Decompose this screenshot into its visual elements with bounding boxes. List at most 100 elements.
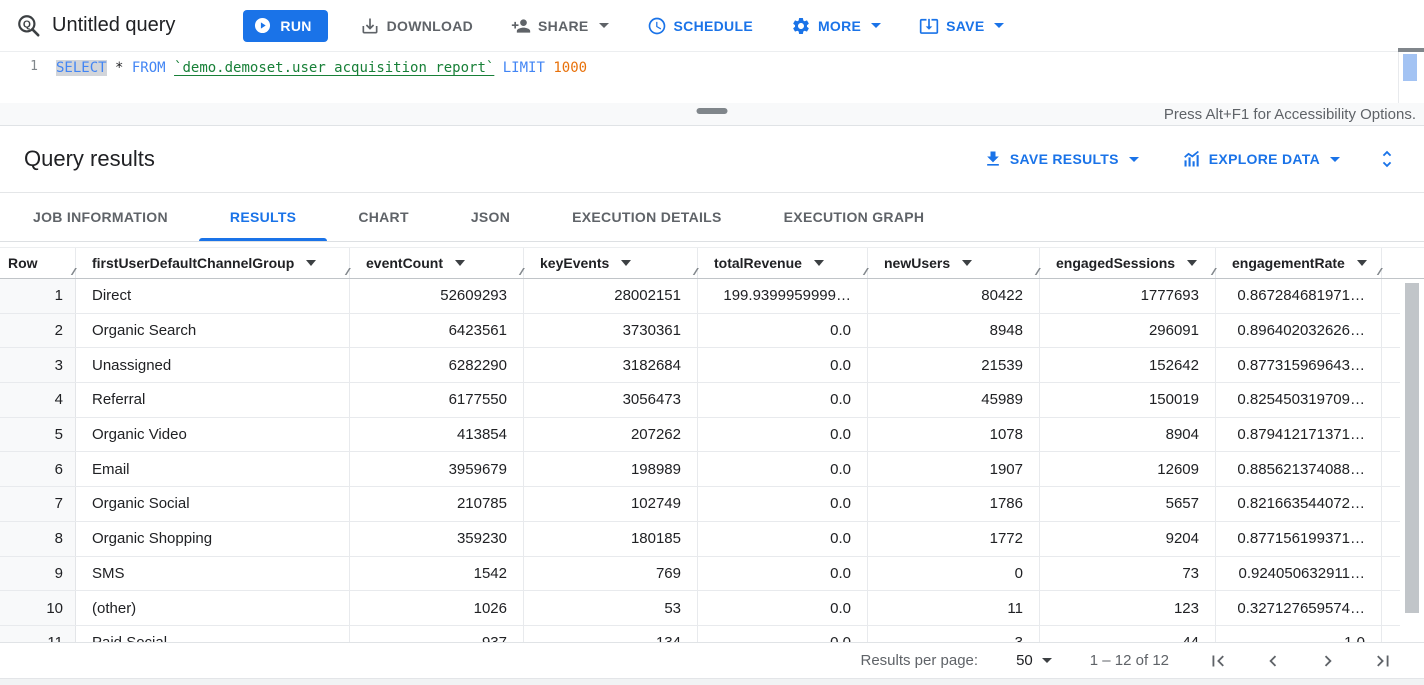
sort-caret-icon[interactable] (455, 260, 465, 266)
caret-down-icon (1330, 156, 1340, 162)
cell-keyevents: 102749 (524, 487, 698, 521)
column-header-keyevents[interactable]: keyEvents ⁄⁄ (524, 248, 698, 278)
cell-keyevents: 134 (524, 625, 698, 642)
cell-firstuserdefaultchannelgroup: Direct (76, 279, 350, 313)
query-toolbar: Q Untitled query RUN DOWNLOAD (0, 0, 1424, 52)
cell-firstuserdefaultchannelgroup: Unassigned (76, 348, 350, 383)
window-bottom-strip (0, 678, 1424, 685)
drag-handle[interactable] (696, 108, 728, 114)
pagination-bar: Results per page: 50 1 – 12 of 12 (0, 642, 1424, 678)
cell-totalrevenue: 0.0 (698, 313, 868, 348)
row-number-cell: 2 (0, 313, 76, 348)
caret-down-icon (994, 23, 1005, 28)
expand-collapse-button[interactable] (1376, 148, 1398, 170)
row-number-cell: 1 (0, 279, 76, 313)
cell-newusers: 0 (868, 556, 1040, 591)
query-icon: Q (16, 13, 42, 39)
cell-engagementrate: 0.877156199371… (1216, 521, 1382, 556)
column-resize-icon[interactable]: ⁄⁄ (694, 267, 698, 278)
column-resize-icon[interactable]: ⁄⁄ (1378, 267, 1382, 278)
column-resize-icon[interactable]: ⁄⁄ (346, 267, 350, 278)
run-button[interactable]: RUN (243, 9, 328, 42)
editor-scrollbar[interactable] (1398, 48, 1424, 103)
save-results-button[interactable]: SAVE RESULTS (977, 141, 1145, 177)
tab-chart[interactable]: CHART (327, 193, 440, 241)
sort-caret-icon[interactable] (621, 260, 632, 266)
cell-eventcount: 1026 (350, 591, 524, 625)
share-button[interactable]: SHARE (505, 8, 615, 44)
last-page-button[interactable] (1372, 650, 1394, 672)
explore-data-button[interactable]: EXPLORE DATA (1175, 141, 1346, 177)
cell-engagedsessions: 152642 (1040, 348, 1216, 383)
page-range-text: 1 – 12 of 12 (1089, 652, 1169, 669)
next-page-button[interactable] (1317, 650, 1339, 672)
prev-page-icon (1262, 650, 1284, 672)
sort-caret-icon[interactable] (813, 260, 824, 266)
editor-results-splitter: Press Alt+F1 for Accessibility Options. (0, 103, 1424, 126)
cell-firstuserdefaultchannelgroup: SMS (76, 556, 350, 591)
caret-down-icon (598, 23, 609, 28)
table-row: 1 Direct 52609293 28002151 199.9399959999… 80… (0, 279, 1424, 314)
cell-engagementrate: 0.924050632911… (1216, 556, 1382, 591)
sql-editor[interactable]: 1 SELECT * FROM `demo.demoset.user_acqui… (0, 48, 1424, 103)
caret-down-icon (1041, 658, 1052, 663)
row-number-cell: 6 (0, 452, 76, 487)
play-circle-icon (253, 16, 272, 35)
explore-data-icon (1181, 149, 1202, 170)
column-resize-icon[interactable]: ⁄⁄ (72, 267, 76, 278)
results-tab-bar: JOB INFORMATION RESULTS CHART JSON EXECUTION… (0, 193, 1424, 242)
column-header-eventcount[interactable]: eventCount ⁄⁄ (350, 248, 524, 278)
column-header-newusers[interactable]: newUsers ⁄⁄ (868, 248, 1040, 278)
table-body: 1 Direct 52609293 28002151 199.9399959999… 80… (0, 279, 1424, 642)
cell-newusers: 21539 (868, 348, 1040, 383)
column-header-engagedsessions[interactable]: engagedSessions ⁄⁄ (1040, 248, 1216, 278)
cell-totalrevenue: 199.9399959999… (698, 279, 868, 313)
column-resize-icon[interactable]: ⁄⁄ (520, 267, 524, 278)
person-add-icon (511, 16, 531, 36)
sort-caret-icon[interactable] (306, 260, 317, 266)
expand-collapse-icon (1376, 148, 1398, 170)
cell-engagementrate: 1.0 (1216, 625, 1382, 642)
sql-table-reference[interactable]: `demo.demoset.user_acquisition_report` (174, 60, 495, 76)
table-scrollbar-thumb[interactable] (1405, 283, 1419, 614)
column-resize-icon[interactable]: ⁄⁄ (864, 267, 868, 278)
more-button[interactable]: MORE (785, 8, 887, 44)
download-button[interactable]: DOWNLOAD (354, 8, 479, 44)
sort-caret-icon[interactable] (1356, 260, 1367, 266)
cell-engagedsessions: 9204 (1040, 521, 1216, 556)
tab-results[interactable]: RESULTS (198, 193, 328, 241)
sql-keyword-from: FROM (131, 60, 166, 76)
tab-execution-graph[interactable]: EXECUTION GRAPH (753, 193, 956, 241)
column-header-totalrevenue[interactable]: totalRevenue ⁄⁄ (698, 248, 868, 278)
sort-caret-icon[interactable] (962, 260, 973, 266)
sql-code-line[interactable]: SELECT * FROM `demo.demoset.user_acquisi… (56, 60, 588, 76)
first-page-button[interactable] (1207, 650, 1229, 672)
page-size-select[interactable]: 50 (1016, 652, 1052, 669)
sort-caret-icon[interactable] (1187, 260, 1198, 266)
row-number-cell: 10 (0, 591, 76, 625)
tab-job-information[interactable]: JOB INFORMATION (2, 193, 199, 241)
cell-eventcount: 3959679 (350, 452, 524, 487)
caret-down-icon (871, 23, 882, 28)
results-per-page-label: Results per page: (860, 652, 979, 669)
cell-eventcount: 6282290 (350, 348, 524, 383)
tab-json[interactable]: JSON (440, 193, 541, 241)
cell-keyevents: 3182684 (524, 348, 698, 383)
row-number-cell: 4 (0, 383, 76, 417)
schedule-button[interactable]: SCHEDULE (641, 8, 759, 44)
cell-totalrevenue: 0.0 (698, 417, 868, 452)
table-scrollbar[interactable] (1400, 281, 1424, 640)
cell-engagementrate: 0.867284681971… (1216, 279, 1382, 313)
column-header-engagementrate[interactable]: engagementRate ⁄⁄ (1216, 248, 1382, 278)
column-resize-icon[interactable]: ⁄⁄ (1212, 267, 1216, 278)
cell-newusers: 11 (868, 591, 1040, 625)
prev-page-button[interactable] (1262, 650, 1284, 672)
cell-engagementrate: 0.877315969643… (1216, 348, 1382, 383)
save-button[interactable]: SAVE (913, 8, 1010, 44)
tab-execution-details[interactable]: EXECUTION DETAILS (541, 193, 753, 241)
column-header-row[interactable]: Row ⁄⁄ (0, 248, 76, 278)
editor-scrollbar-thumb[interactable] (1403, 54, 1417, 81)
column-header-firstuserdefaultchannelgroup[interactable]: firstUserDefaultChannelGroup ⁄⁄ (76, 248, 350, 278)
column-resize-icon[interactable]: ⁄⁄ (1036, 267, 1040, 278)
cell-engagementrate: 0.879412171371… (1216, 417, 1382, 452)
